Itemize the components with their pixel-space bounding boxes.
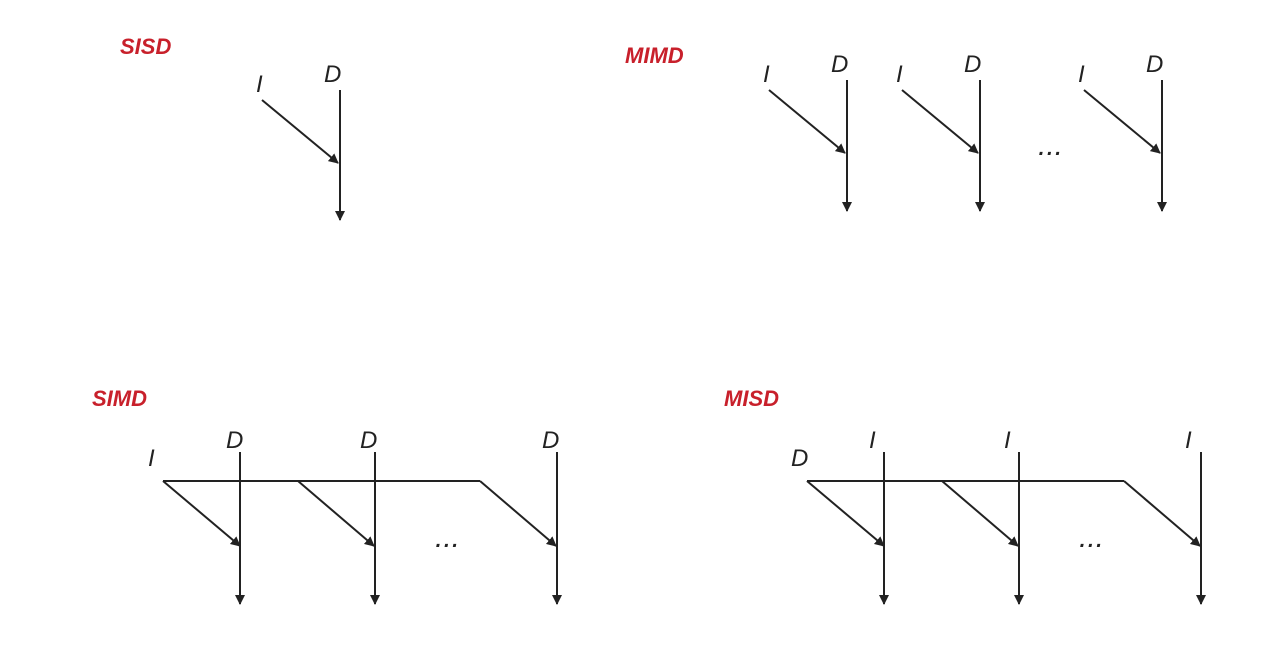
mimd-unit-1-data-label: D [831,51,848,78]
simd-unit-3-instruction-arrow [479,480,557,547]
misd-unit-1-data-arrow [806,480,885,547]
mimd-unit-3-instruction-label: I [1078,61,1085,88]
simd-title: SIMD [92,386,147,411]
simd-panel: SIMD I D D D ... [92,386,562,605]
mimd-unit-2-instruction-label: I [896,61,903,88]
simd-unit-3-data-label: D [542,427,559,454]
mimd-ellipsis: ... [1038,129,1063,162]
misd-panel: MISD D I I I ... [724,386,1206,605]
simd-unit-1-instruction-arrow [162,480,241,547]
misd-title: MISD [724,386,779,411]
mimd-unit-3: I D [1078,51,1167,212]
mimd-unit-1-instruction-arrow [768,89,846,154]
mimd-unit-3-data-label: D [1146,51,1163,78]
simd-instruction-label: I [148,445,155,472]
mimd-unit-2: I D [896,51,985,212]
misd-unit-2-data-arrow [941,480,1019,547]
sisd-data-label: D [324,61,341,88]
mimd-unit-3-instruction-arrow [1083,89,1161,154]
sisd-instruction-label: I [256,71,263,98]
misd-unit-3-instruction-label: I [1185,427,1192,454]
sisd-title: SISD [120,34,171,59]
mimd-unit-1: I D [763,51,852,212]
mimd-unit-1-instruction-label: I [763,61,770,88]
misd-data-label: D [791,445,808,472]
misd-ellipsis: ... [1079,521,1104,554]
simd-ellipsis: ... [435,521,460,554]
sisd-instruction-arrow [261,99,339,164]
simd-unit-2-instruction-arrow [297,480,375,547]
misd-unit-3-data-arrow [1123,480,1201,547]
sisd-panel: SISD I D [120,34,345,221]
mimd-unit-2-data-label: D [964,51,981,78]
simd-unit-1-data-label: D [226,427,243,454]
simd-unit-2-data-label: D [360,427,377,454]
mimd-unit-2-instruction-arrow [901,89,979,154]
mimd-panel: MIMD I D I D ... I D [625,43,1167,212]
misd-unit-1-instruction-label: I [869,427,876,454]
mimd-title: MIMD [625,43,684,68]
misd-unit-2-instruction-label: I [1004,427,1011,454]
